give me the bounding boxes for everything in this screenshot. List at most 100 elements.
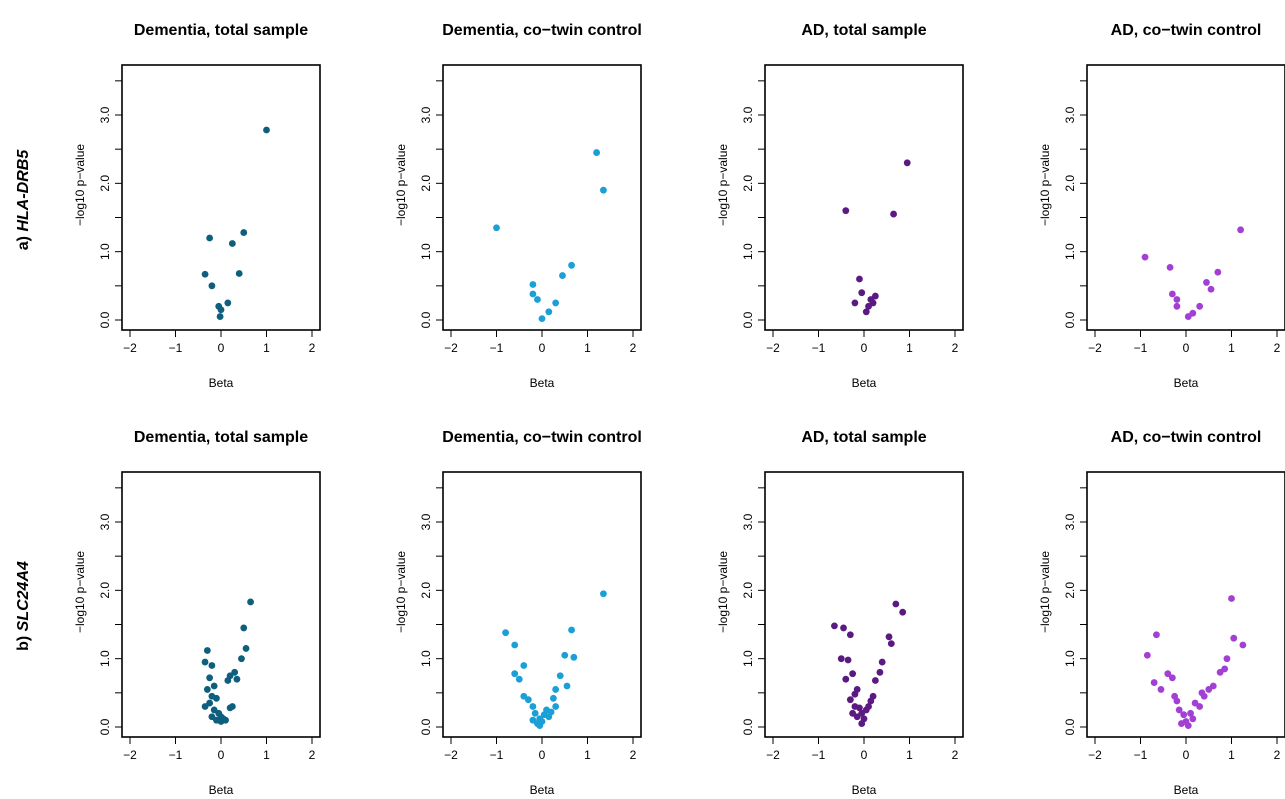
data-point: [529, 716, 537, 724]
data-point: [201, 703, 209, 710]
y-tick-label: 0.0: [419, 311, 433, 328]
data-point: [1143, 651, 1151, 659]
plot-frame: [121, 64, 321, 331]
data-point: [1184, 313, 1192, 320]
data-point: [1175, 706, 1183, 714]
data-point: [242, 645, 250, 652]
x-tick-label: −2: [444, 748, 458, 762]
data-point: [1207, 285, 1215, 293]
data-point: [1228, 595, 1235, 602]
data-point: [858, 289, 866, 297]
row-label-b-gene: SLC24A4: [15, 561, 32, 631]
data-point: [842, 207, 850, 215]
data-point: [563, 682, 571, 690]
data-point: [515, 675, 523, 683]
data-point: [203, 647, 211, 654]
x-tick-label: −2: [1088, 748, 1102, 762]
x-tick-label: −2: [123, 341, 137, 355]
y-axis-label: −log10 p−value: [394, 144, 408, 226]
data-point: [206, 674, 214, 682]
data-point: [222, 716, 229, 724]
y-tick-label: 2.0: [1063, 175, 1077, 192]
data-point: [1230, 634, 1238, 642]
x-tick-label: 0: [218, 341, 225, 355]
y-tick-label: 2.0: [419, 175, 433, 192]
x-tick-label: −1: [1134, 748, 1148, 762]
data-point: [1168, 290, 1176, 298]
data-point: [856, 704, 863, 712]
panel-title: Dementia, total sample: [134, 429, 308, 446]
data-point: [247, 598, 254, 606]
data-point: [511, 641, 519, 649]
data-point: [208, 282, 216, 290]
data-point: [529, 703, 537, 710]
plot-frame: [121, 471, 321, 738]
plot-frame: [1086, 471, 1285, 738]
data-point: [1168, 674, 1176, 682]
data-point: [849, 709, 857, 717]
x-tick-label: 2: [309, 341, 316, 355]
data-point: [217, 306, 225, 314]
y-tick-label: 3.0: [419, 513, 433, 530]
x-axis-label: Beta: [530, 376, 555, 390]
x-tick-label: 0: [861, 341, 868, 355]
data-point: [840, 624, 847, 632]
data-point: [552, 299, 560, 307]
x-axis-label: Beta: [209, 783, 234, 797]
y-axis-label: −log10 p−value: [1038, 551, 1052, 633]
data-point: [878, 658, 886, 666]
x-tick-label: 0: [539, 341, 546, 355]
x-tick-label: −2: [1088, 341, 1102, 355]
panel-1: Dementia, total sample −2 −1 0 1 2 0.0 1.0 2.0 3.…: [73, 22, 321, 390]
x-tick-label: −1: [169, 748, 183, 762]
y-axis-label: −log10 p−value: [73, 551, 87, 633]
x-tick-label: −2: [444, 341, 458, 355]
x-tick-label: 1: [263, 748, 270, 762]
x-tick-label: 0: [861, 748, 868, 762]
plot-frame: [442, 471, 642, 738]
data-point: [851, 299, 859, 307]
data-point: [892, 600, 900, 608]
y-tick-label: 1.0: [419, 243, 433, 260]
data-point: [226, 704, 234, 712]
panel-title: AD, co−twin control: [1111, 22, 1262, 39]
data-point: [1216, 668, 1224, 676]
x-tick-label: −1: [490, 341, 504, 355]
data-point: [511, 670, 519, 678]
data-point: [502, 629, 509, 637]
data-point: [529, 290, 537, 298]
data-point: [233, 675, 241, 683]
data-point: [846, 696, 854, 704]
x-tick-label: 1: [906, 341, 913, 355]
x-tick-label: −1: [812, 341, 826, 355]
x-tick-label: −2: [766, 341, 780, 355]
data-point: [1173, 296, 1181, 303]
y-tick-label: 3.0: [1063, 106, 1077, 123]
data-point: [1173, 302, 1181, 310]
x-axis-label: Beta: [852, 783, 877, 797]
data-point: [240, 624, 248, 632]
data-point: [871, 677, 879, 684]
y-tick-label: 3.0: [1063, 513, 1077, 530]
x-tick-label: 1: [584, 748, 591, 762]
data-point: [1173, 697, 1181, 705]
x-tick-label: 2: [630, 748, 637, 762]
data-point: [851, 690, 859, 698]
data-point: [524, 696, 532, 704]
panel-2: Dementia, co−twin control −2 −1 0 1 2 0.0 1.0 2.…: [394, 22, 642, 390]
data-point: [600, 590, 607, 598]
data-point: [899, 608, 907, 616]
data-point: [1189, 715, 1197, 723]
y-tick-label: 3.0: [741, 106, 755, 123]
data-point: [1200, 692, 1208, 700]
data-point: [1196, 302, 1204, 310]
data-point: [216, 313, 224, 320]
panel-title: AD, co−twin control: [1111, 429, 1262, 446]
y-tick-label: 3.0: [419, 106, 433, 123]
data-point: [536, 722, 544, 730]
y-tick-label: 0.0: [1063, 718, 1077, 735]
data-point: [1157, 686, 1165, 693]
data-point: [1164, 670, 1172, 678]
data-point: [842, 675, 850, 683]
data-point: [210, 682, 218, 690]
